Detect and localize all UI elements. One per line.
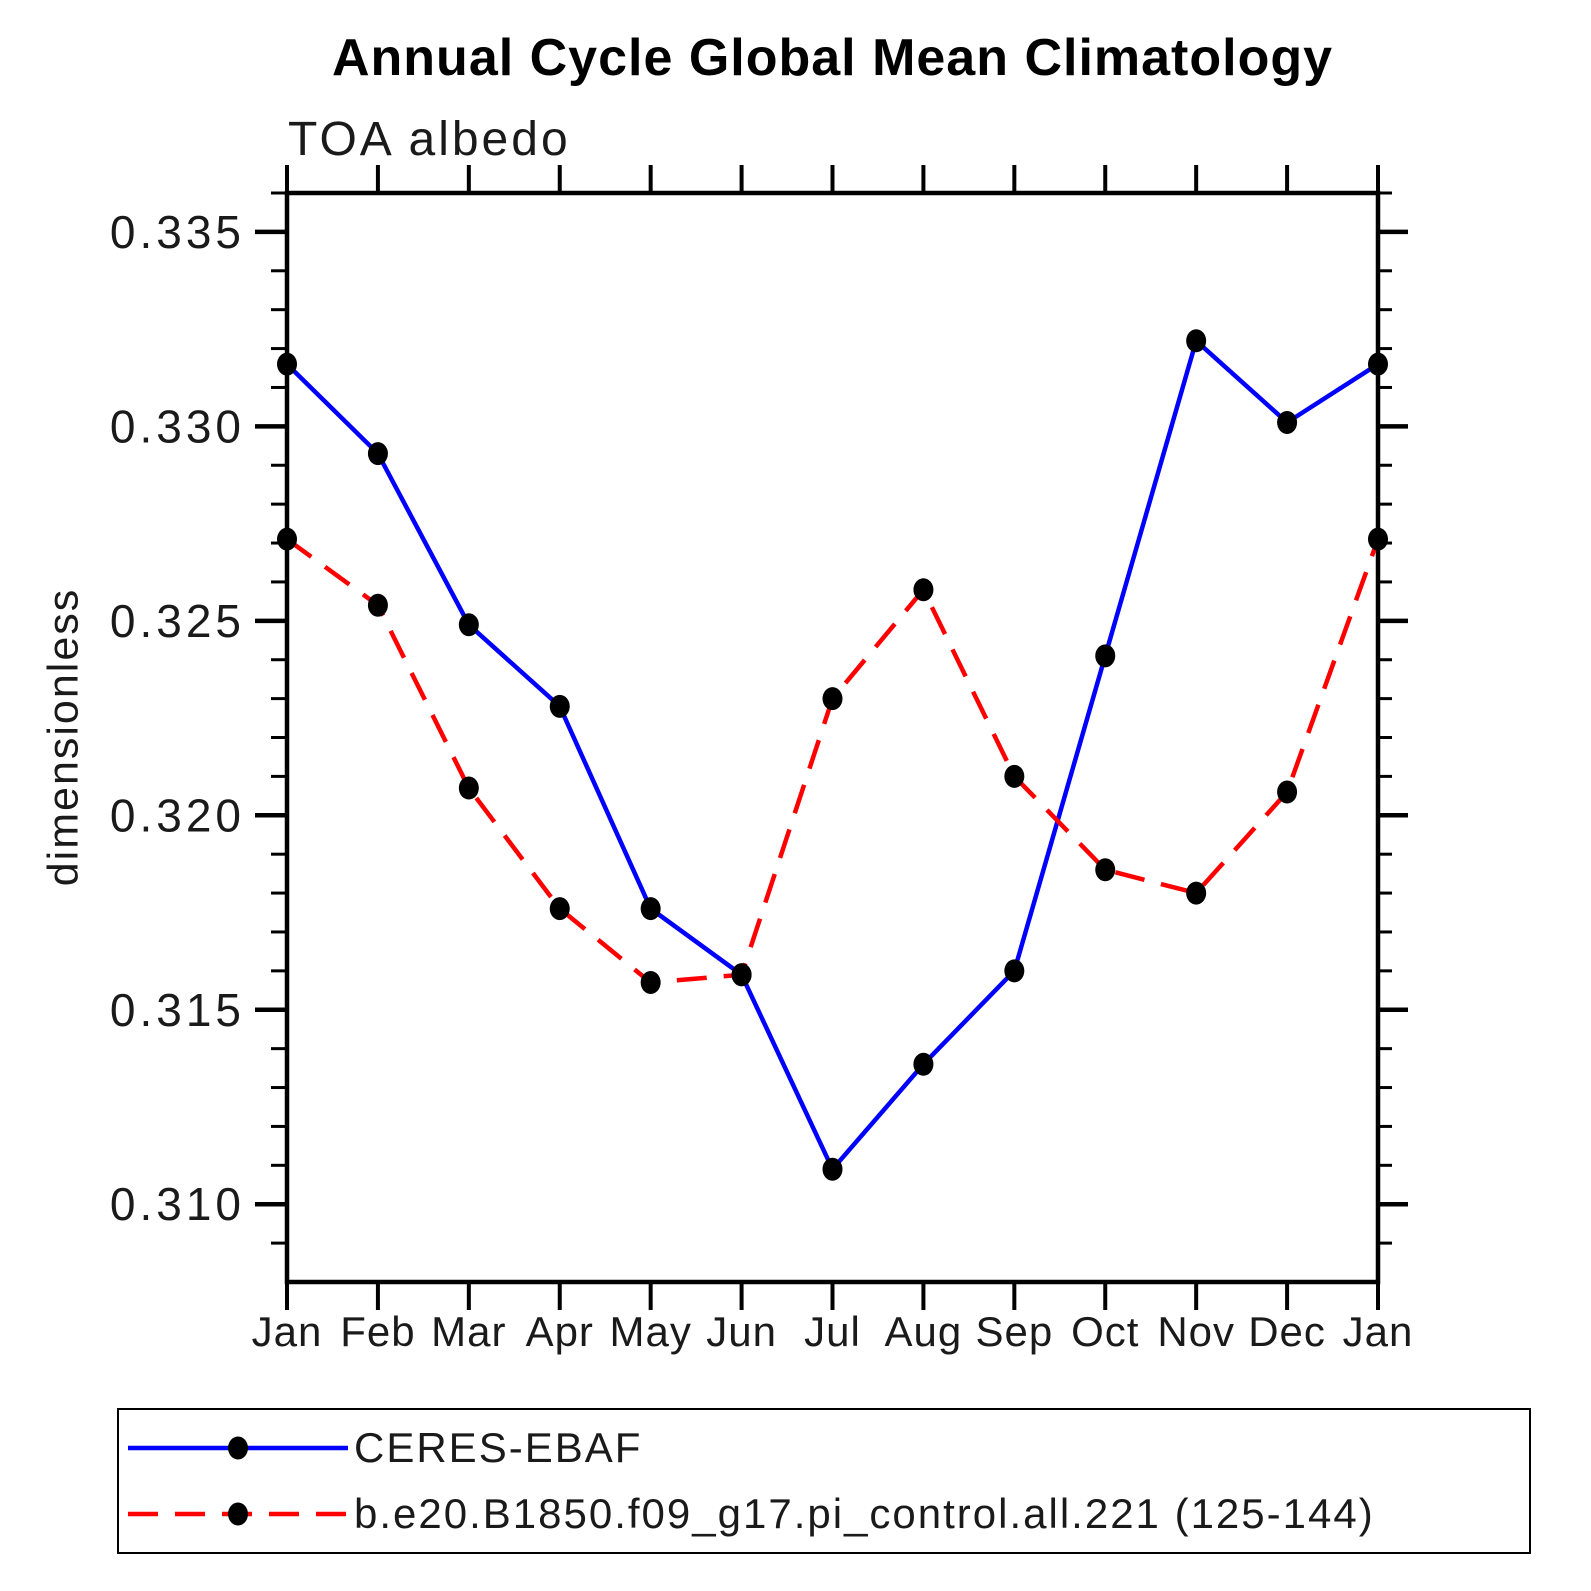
y-tick-label: 0.320 [110, 789, 245, 841]
legend-marker-dot-icon [228, 1502, 248, 1526]
data-point-marker [640, 971, 661, 995]
data-point-marker [1186, 329, 1207, 353]
data-point-marker [1277, 410, 1298, 434]
x-tick-label: Jul [804, 1308, 861, 1355]
x-tick-label: Mar [431, 1308, 506, 1355]
y-tick-label: 0.330 [110, 400, 245, 452]
series-line-solid [285, 336, 1380, 1174]
x-tick-label: Jan [1343, 1308, 1414, 1355]
legend-item-ceres: CERES-EBAF [119, 1415, 1529, 1481]
data-point-marker [1186, 881, 1207, 905]
x-tick-label: Dec [1248, 1308, 1326, 1355]
data-point-marker [731, 963, 752, 987]
data-point-marker [549, 694, 570, 718]
x-tick-label: Jan [252, 1308, 323, 1355]
data-point-marker [913, 1052, 934, 1076]
axis-frame [284, 190, 1381, 1285]
x-tick-label: Oct [1071, 1308, 1139, 1355]
y-tick-label: 0.315 [110, 984, 245, 1036]
data-point-marker [458, 613, 479, 637]
x-tick-label: Apr [526, 1308, 594, 1355]
data-point-marker [913, 578, 934, 602]
x-tick-label: Aug [885, 1308, 963, 1355]
legend: CERES-EBAF b.e20.B1850.f09_g17.pi_contro… [117, 1408, 1531, 1554]
data-point-marker [822, 687, 843, 711]
legend-solid-line-icon [128, 1436, 348, 1460]
data-point-marker [458, 776, 479, 800]
legend-marker-dot-icon [228, 1436, 248, 1460]
data-point-marker [277, 352, 297, 376]
legend-label: CERES-EBAF [354, 1424, 643, 1471]
data-point-marker [1004, 764, 1025, 788]
data-point-marker [367, 442, 388, 466]
data-point-marker [822, 1157, 843, 1181]
legend-label: b.e20.B1850.f09_g17.pi_control.all.221 (… [354, 1490, 1375, 1537]
y-tick-label: 0.335 [110, 206, 245, 258]
x-tick-label: Jun [706, 1308, 777, 1355]
data-point-marker [549, 897, 570, 921]
chart-subtitle: TOA albedo [288, 113, 571, 166]
data-point-marker [1095, 858, 1116, 882]
x-tick-label: Nov [1157, 1308, 1235, 1355]
series-line-dashed [285, 537, 1381, 985]
data-point-marker [1368, 352, 1388, 376]
y-tick-label: 0.325 [110, 595, 245, 647]
data-point-marker [640, 897, 661, 921]
x-tick-label: May [609, 1308, 691, 1355]
x-tick-label: Feb [340, 1308, 415, 1355]
chart-title: Annual Cycle Global Mean Climatology [331, 29, 1334, 87]
data-point-marker [1004, 959, 1025, 983]
x-tick-label: Sep [975, 1308, 1053, 1355]
y-tick-label: 0.310 [110, 1178, 245, 1230]
data-point-marker [277, 527, 297, 551]
legend-item-model: b.e20.B1850.f09_g17.pi_control.all.221 (… [119, 1481, 1529, 1547]
data-point-marker [1368, 527, 1388, 551]
legend-dashed-line-icon [128, 1502, 348, 1526]
data-point-marker [1277, 780, 1298, 804]
data-point-marker [367, 593, 388, 617]
data-point-marker [1095, 644, 1116, 668]
